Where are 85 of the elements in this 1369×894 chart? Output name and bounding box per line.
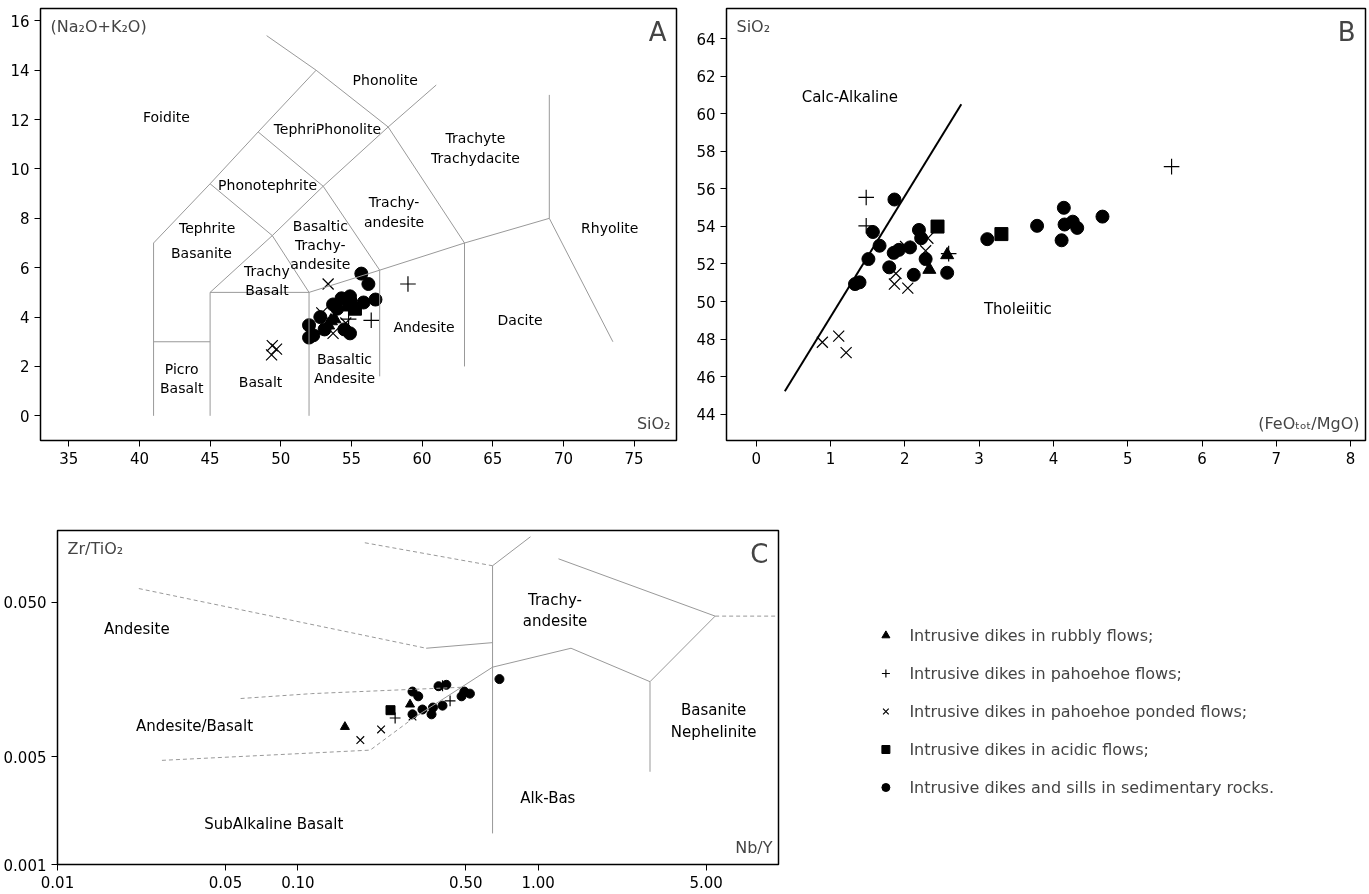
x-tick-label: 4	[1048, 449, 1059, 468]
annotation: Trachy Basalt	[243, 262, 290, 298]
x-tick-label: 7	[1271, 449, 1282, 468]
legend-label: Intrusive dikes in rubbly flows;	[909, 625, 1154, 645]
chart-title: C	[750, 538, 769, 569]
y-tick-label: 12	[10, 111, 30, 130]
y-tick-label: 62	[696, 68, 716, 87]
annotation: Alk-Bas	[520, 788, 576, 807]
y-tick-label: 48	[696, 331, 716, 350]
annotation: Andesite	[393, 318, 455, 335]
legend-label: Intrusive dikes in pahoehoe flows;	[909, 663, 1182, 683]
x-axis-title: (FeOₜₒₜ/MgO)	[1258, 413, 1360, 433]
x-tick-label: 0.05	[208, 873, 243, 892]
annotation: Rhyolite	[581, 220, 639, 237]
y-tick-label: 0.005	[3, 748, 47, 767]
y-tick-label: 14	[10, 62, 30, 81]
x-tick-label: 0.01	[40, 873, 75, 892]
legend-label: Intrusive dikes in acidic flows;	[909, 739, 1149, 759]
y-tick-label: 0.001	[3, 856, 47, 875]
x-tick-label: 65	[483, 449, 503, 468]
y-tick-label: 58	[696, 143, 716, 162]
annotation: Phonotephrite	[218, 176, 318, 193]
y-tick-label: 44	[696, 406, 716, 425]
y-tick-label: 0.050	[3, 594, 47, 613]
x-tick-label: 75	[624, 449, 644, 468]
x-tick-label: 0.50	[449, 873, 483, 892]
annotation: Trachy- andesite	[364, 194, 425, 230]
y-tick-label: 56	[696, 180, 716, 199]
annotation: Picro Basalt	[159, 361, 204, 397]
x-tick-label: 0.10	[281, 873, 315, 892]
annotation: Andesite/Basalt	[135, 716, 254, 735]
annotation: Phonolite	[352, 71, 418, 88]
x-tick-label: 0	[751, 449, 761, 468]
legend-label: Intrusive dikes and sills in sedimentary rocks.	[909, 777, 1274, 797]
chart-title: A	[648, 16, 667, 47]
y-tick-label: 8	[19, 210, 30, 229]
x-tick-label: 5	[1122, 449, 1133, 468]
annotation: Tholeiitic	[982, 300, 1052, 319]
y-tick-label: 60	[696, 105, 716, 124]
annotation: Foidite	[142, 109, 190, 126]
y-axis-title: (Na₂O+K₂O)	[50, 16, 147, 36]
x-tick-label: 2	[900, 449, 910, 468]
y-tick-label: 10	[10, 160, 30, 179]
x-tick-label: 40	[129, 449, 149, 468]
x-tick-label: 8	[1345, 449, 1356, 468]
x-tick-label: 35	[59, 449, 79, 468]
y-tick-label: 0	[19, 407, 30, 426]
y-tick-label: 2	[19, 358, 30, 377]
annotation: Trachy- andesite	[522, 590, 588, 631]
x-tick-label: 45	[200, 449, 220, 468]
y-tick-label: 64	[696, 30, 716, 49]
annotation: Basaltic Trachy- andesite	[290, 218, 351, 273]
annotation: SubAlkaline Basalt	[204, 815, 344, 834]
x-axis-title: SiO₂	[636, 413, 671, 433]
y-tick-label: 6	[19, 259, 30, 278]
annotation: Andesite	[104, 620, 170, 639]
annotation: TephriPhonolite	[272, 121, 382, 138]
y-tick-label: 54	[696, 218, 716, 237]
chart-title: B	[1337, 16, 1356, 47]
y-tick-label: 52	[696, 255, 716, 274]
annotation: Tephrite	[177, 220, 236, 237]
annotation: Basaltic Andesite	[313, 351, 376, 387]
x-tick-label: 5.00	[689, 873, 723, 892]
x-tick-label: 6	[1197, 449, 1207, 468]
y-tick-label: 16	[10, 12, 30, 31]
annotation: Basanite	[170, 245, 232, 262]
annotation: Dacite	[497, 311, 543, 328]
annotation: Calc-Alkaline	[801, 88, 898, 107]
annotation: Basalt	[238, 374, 283, 391]
annotation: Basanite Nephelinite	[670, 701, 757, 741]
y-tick-label: 50	[696, 293, 716, 312]
x-tick-label: 1.00	[521, 873, 555, 892]
y-axis-title: Zr/TiO₂	[67, 538, 124, 558]
x-tick-label: 3	[974, 449, 984, 468]
legend-label: Intrusive dikes in pahoehoe ponded flows;	[909, 701, 1248, 721]
x-tick-label: 55	[341, 449, 361, 468]
x-tick-label: 50	[271, 449, 291, 468]
y-tick-label: 46	[696, 368, 716, 387]
x-tick-label: 1	[825, 449, 836, 468]
y-tick-label: 4	[19, 309, 30, 328]
x-axis-title: Nb/Y	[735, 837, 773, 857]
x-tick-label: 60	[412, 449, 432, 468]
x-tick-label: 70	[553, 449, 573, 468]
y-axis-title: SiO₂	[736, 16, 771, 36]
annotation: Trachyte Trachydacite	[430, 130, 520, 166]
